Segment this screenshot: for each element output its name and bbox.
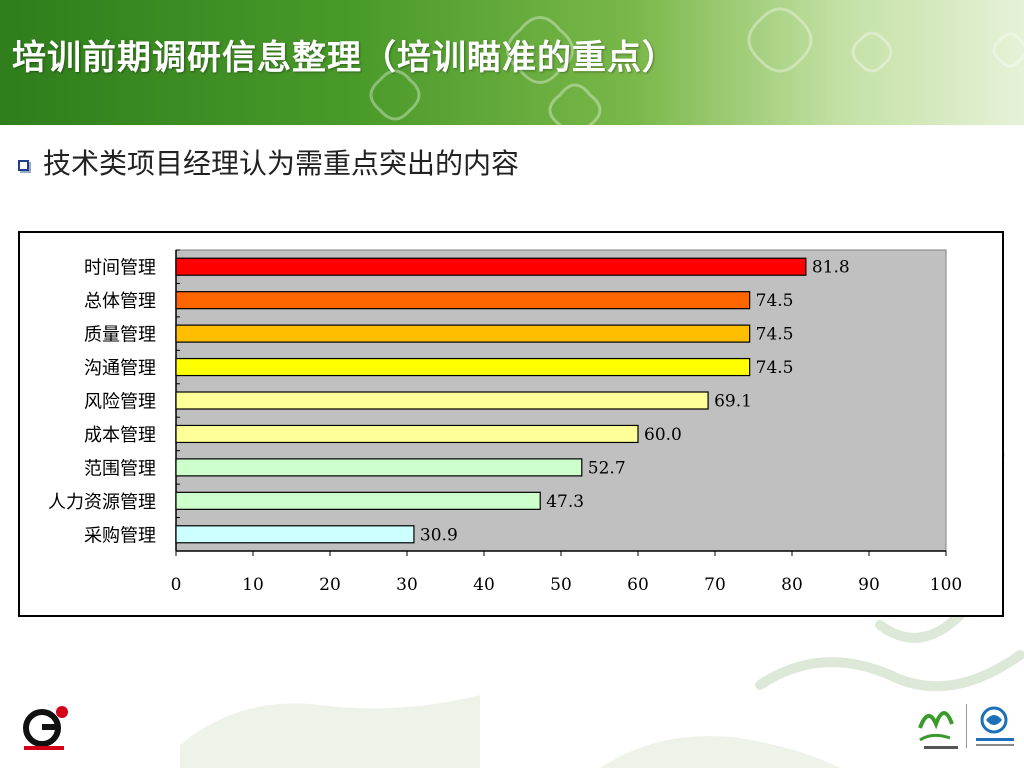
bar-3 [175,324,751,343]
clover-decoration-icon [369,7,1024,125]
data-label: 81.8 [812,258,850,278]
header-banner: 培训前期调研信息整理（培训瞄准的重点） [0,0,1024,125]
sponsor-logos [910,698,1022,754]
bar-8 [175,491,541,510]
data-label: 60.0 [644,425,682,445]
bar-4 [175,357,751,377]
chart-frame: 0 10 20 30 40 50 60 70 80 90 100 时间管理 81.8 总体管理 74.5 质量… [18,231,1004,617]
page-title: 培训前期调研信息整理（培训瞄准的重点） [12,38,677,78]
data-label: 74.5 [756,291,794,311]
bar-9 [175,525,415,544]
x-tick-label: 100 [930,575,962,595]
subtitle-text: 技术类项目经理认为需重点突出的内容 [43,147,520,180]
category-label: 风险管理 [84,392,156,413]
category-label: 质量管理 [84,325,156,346]
x-tick-label: 50 [550,575,572,595]
bar-chart: 0 10 20 30 40 50 60 70 80 90 100 时间管理 81.8 总体管理 74.5 质量… [48,249,962,595]
bar-6 [175,424,639,444]
category-label: 采购管理 [84,525,156,546]
bar-7 [175,458,583,477]
data-label: 69.1 [714,392,752,412]
x-tick-label: 90 [858,575,880,595]
data-label: 52.7 [588,458,626,478]
bar-5 [175,391,709,410]
data-label: 74.5 [756,358,794,378]
x-tick-label: 30 [396,575,418,595]
category-label: 时间管理 [84,258,156,279]
bar-2 [175,291,751,310]
category-label: 成本管理 [84,425,156,446]
category-label: 沟通管理 [84,358,156,379]
x-tick-label: 80 [781,575,803,595]
category-label: 人力资源管理 [48,492,156,513]
x-tick-label: 60 [627,575,649,595]
square-bullet-icon [18,159,29,171]
subtitle-line: 技术类项目经理认为需重点突出的内容 [18,144,519,180]
data-label: 74.5 [756,325,794,345]
x-tick-label: 70 [704,575,726,595]
data-label: 30.9 [420,525,458,545]
g3-logo-icon [22,704,68,750]
category-label: 范围管理 [84,458,156,479]
x-tick-label: 20 [319,575,341,595]
category-label: 总体管理 [84,291,156,312]
data-label: 47.3 [546,492,584,512]
bar-1 [175,257,807,276]
x-tick-label: 0 [171,575,182,595]
x-tick-label: 10 [242,575,264,595]
expo-2010-logo-icon [918,711,958,749]
x-tick-label: 40 [473,575,495,595]
china-mobile-logo-icon [976,706,1014,746]
